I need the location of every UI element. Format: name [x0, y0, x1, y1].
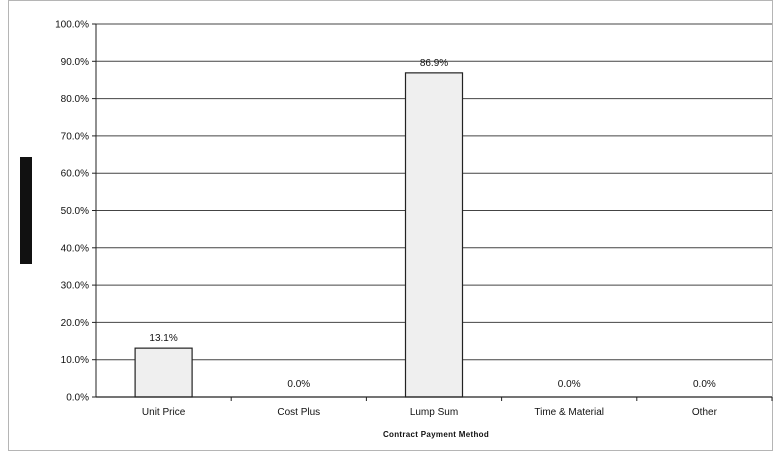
x-category-label: Unit Price: [142, 407, 186, 418]
x-axis-title: Contract Payment Method: [383, 430, 489, 439]
x-category-label: Other: [692, 407, 718, 418]
y-tick-label: 20.0%: [61, 318, 89, 329]
data-label: 0.0%: [693, 379, 716, 390]
data-labels: 13.1% 0.0% 86.9% 0.0% 0.0%: [149, 58, 715, 390]
axes: [95, 24, 772, 398]
y-tick-label: 40.0%: [61, 243, 89, 254]
x-category-label: Time & Material: [534, 407, 604, 418]
y-tick-label: 50.0%: [61, 206, 89, 217]
y-tick-label: 10.0%: [61, 355, 89, 366]
y-tick-label: 30.0%: [61, 281, 89, 292]
data-label: 13.1%: [149, 333, 177, 344]
y-tick-label: 90.0%: [61, 57, 89, 68]
x-category-label: Lump Sum: [410, 407, 458, 418]
y-tick-label: 70.0%: [61, 131, 89, 142]
y-tick-label: 0.0%: [66, 393, 89, 404]
data-label: 0.0%: [287, 379, 310, 390]
y-tick-label: 80.0%: [61, 94, 89, 105]
bars: [134, 72, 464, 398]
data-label: 86.9%: [420, 58, 448, 69]
chart-border: [8, 0, 773, 451]
bar: [134, 347, 193, 398]
y-axis-title-marker: [20, 157, 32, 264]
y-tick-label: 100.0%: [55, 20, 89, 31]
bar: [404, 72, 464, 398]
y-tick-labels: 0.0% 10.0% 20.0% 30.0% 40.0% 50.0% 60.0% 70.0% 8…: [55, 20, 89, 404]
x-category-label: Cost Plus: [277, 407, 320, 418]
y-tick-label: 60.0%: [61, 169, 89, 180]
data-label: 0.0%: [558, 379, 581, 390]
x-category-labels: Unit Price Cost Plus Lump Sum Time & Materi…: [142, 407, 718, 418]
